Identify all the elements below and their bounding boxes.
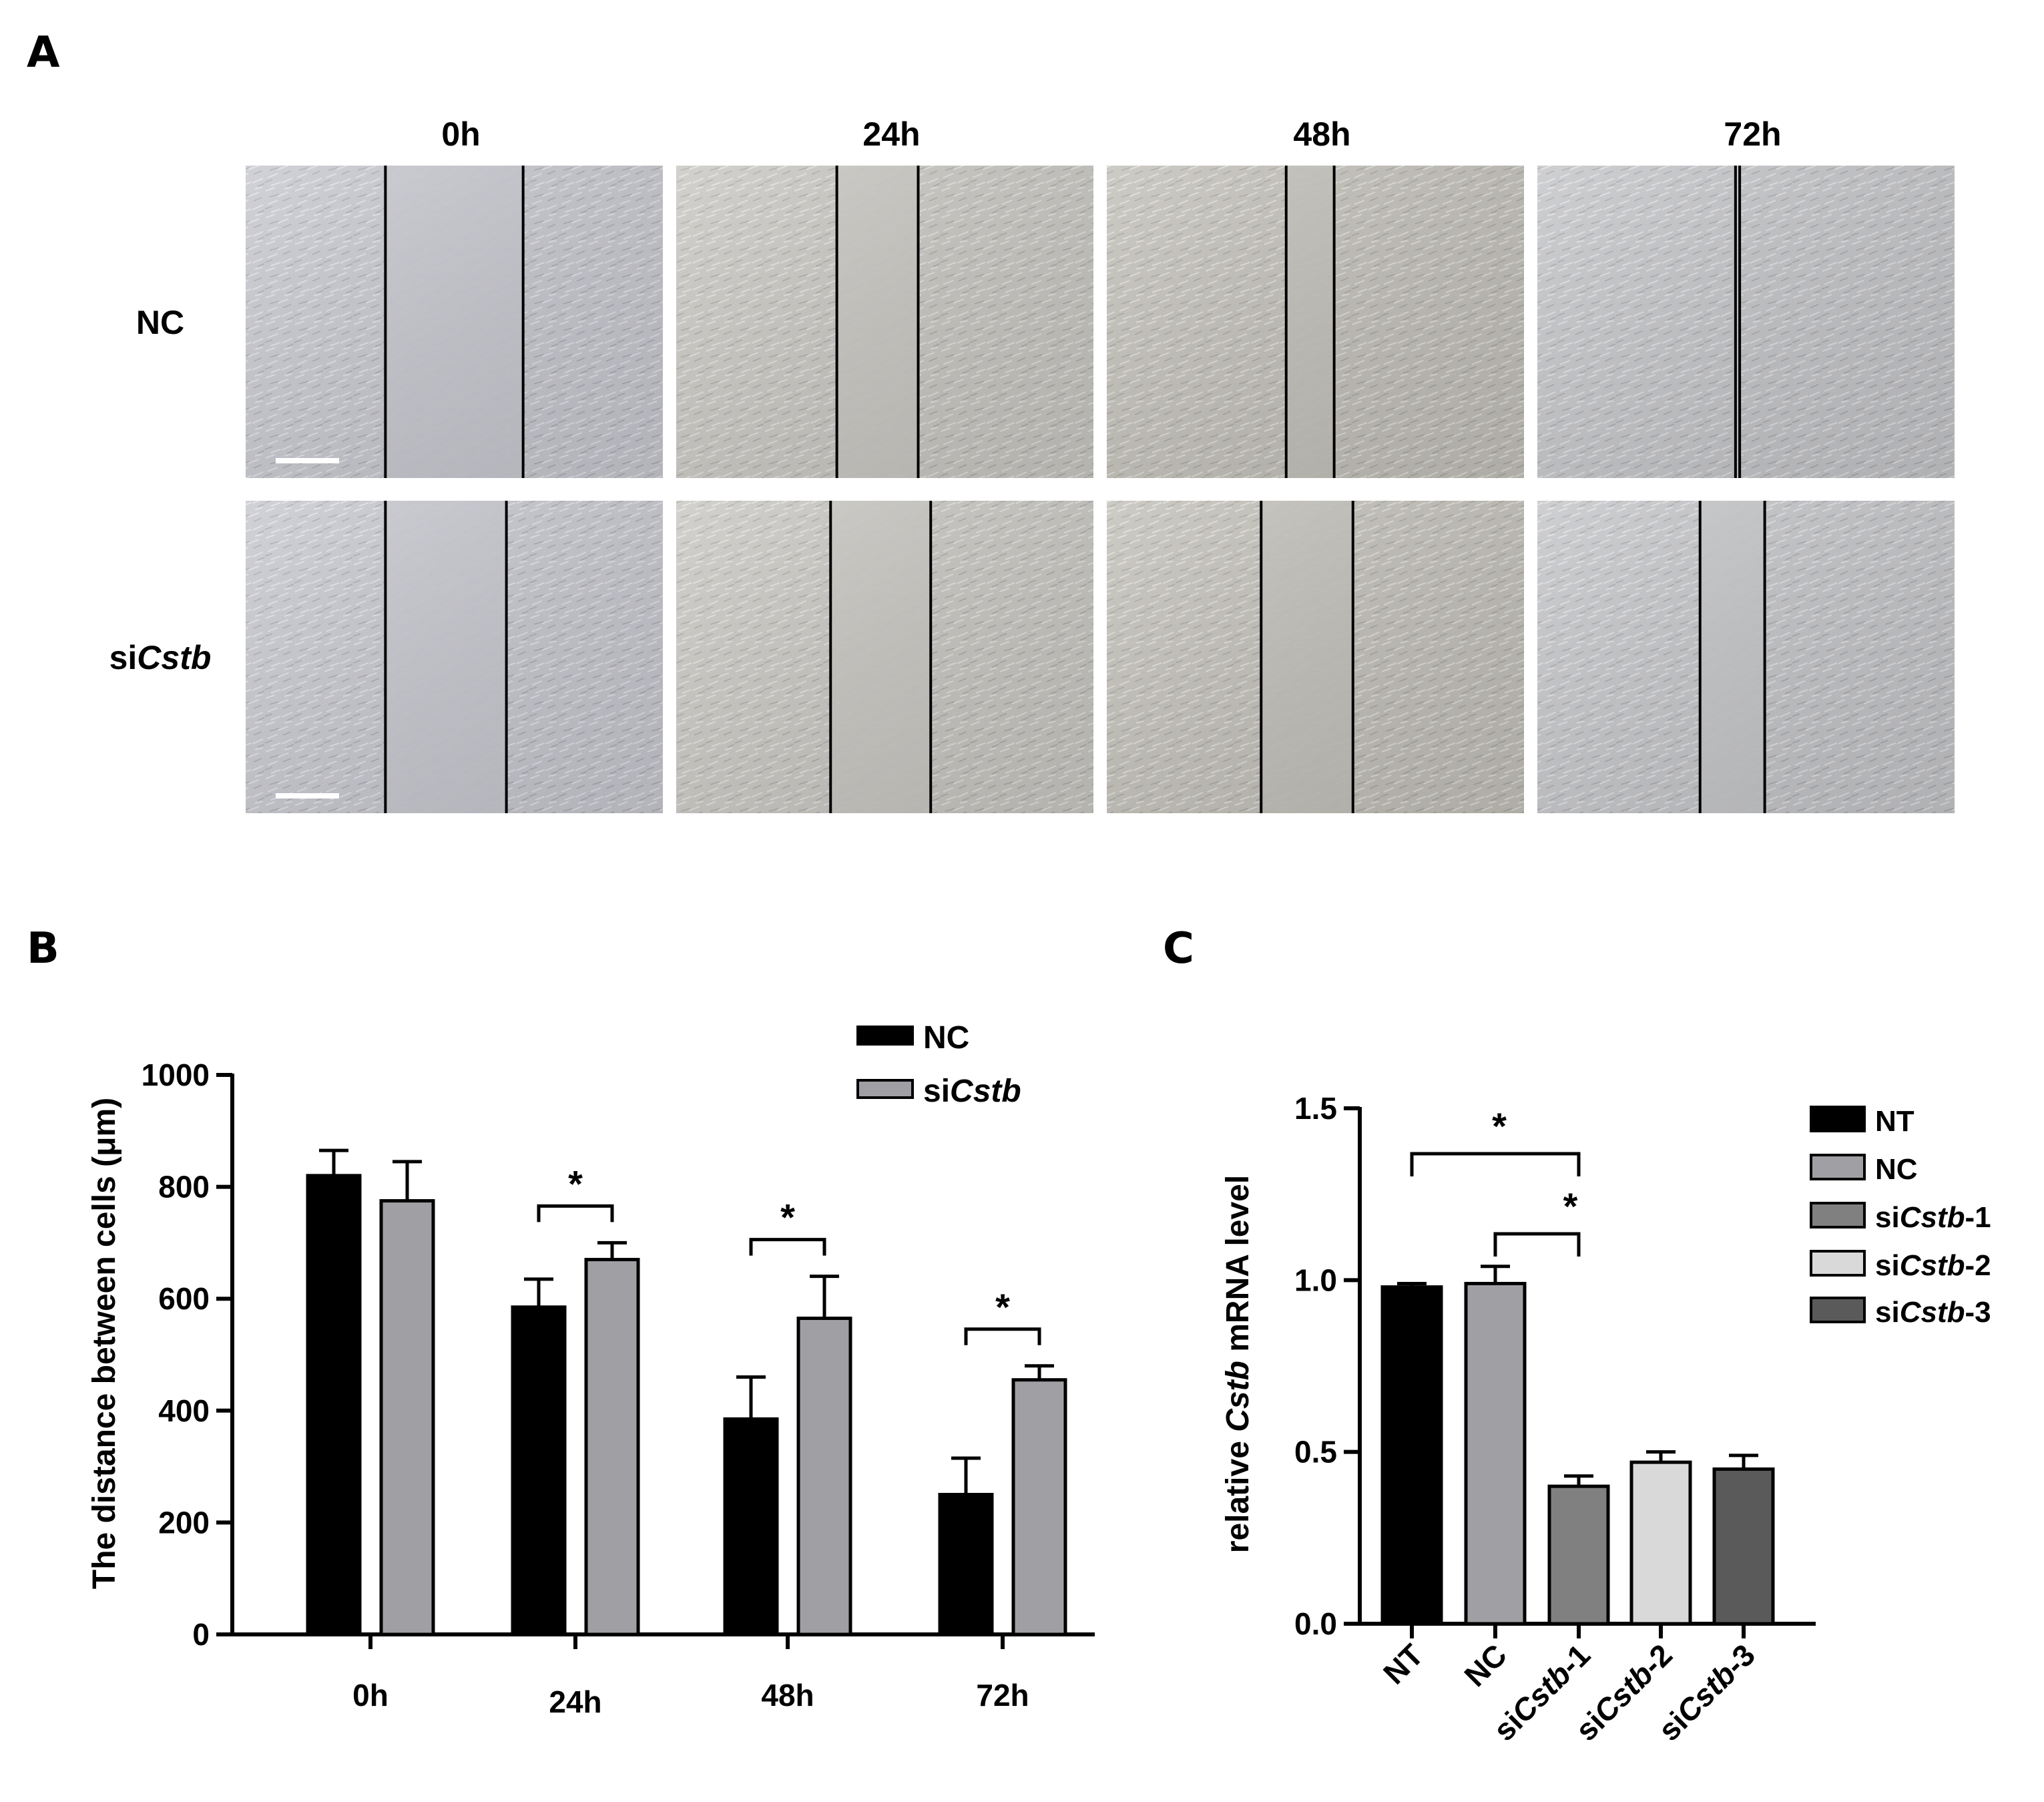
micrograph-0-24h <box>676 166 1093 478</box>
significance-star: * <box>1563 1185 1578 1227</box>
bar-NC-48h <box>723 1417 779 1636</box>
y-tick-label: 1000 <box>142 1058 210 1092</box>
significance-star: * <box>568 1162 583 1204</box>
x-tick-label-NC: NC <box>1457 1637 1513 1693</box>
bar-siCstb-1 <box>1547 1484 1610 1626</box>
panel-c-letter: C <box>1163 924 1194 973</box>
x-tick-label-24h: 24h <box>549 1684 601 1719</box>
bar-NC-0h <box>306 1174 362 1636</box>
micrograph-1-0h <box>246 501 663 813</box>
legend-swatch-sicstb-2 <box>1810 1250 1866 1277</box>
significance-star: * <box>995 1286 1010 1328</box>
y-tick-label: 800 <box>158 1170 210 1204</box>
y-axis-title: relative Cstb mRNA level <box>1220 1175 1256 1553</box>
legend-swatch-sicstb-3 <box>1810 1297 1866 1323</box>
legend-label-sicstb: siCstb <box>923 1074 1021 1109</box>
bar-NC-72h <box>938 1493 994 1636</box>
significance-bracket-nt: * <box>1410 1105 1581 1176</box>
legend-swatch-sicstb-1 <box>1810 1202 1866 1228</box>
micrograph-shading <box>676 501 1093 813</box>
x-tick-label-72h: 72h <box>976 1678 1029 1713</box>
scale-bar <box>276 793 339 799</box>
panel-b-letter: B <box>27 924 59 973</box>
y-axis-title: The distance between cells (μm) <box>87 1098 122 1589</box>
time-label-72h: 72h <box>1724 116 1781 153</box>
bar-siCstb-0h <box>379 1199 435 1636</box>
micrograph-0-72h <box>1537 166 1955 478</box>
bar-siCstb-72h <box>1011 1378 1067 1636</box>
bracket-line <box>537 1204 614 1222</box>
y-tick-label: 600 <box>158 1281 210 1316</box>
micrograph-shading <box>1537 501 1955 813</box>
micrograph-shading <box>246 501 663 813</box>
panel-a-letter: A <box>27 28 60 77</box>
bracket-line <box>1410 1152 1581 1176</box>
time-label-24h: 24h <box>862 116 920 153</box>
y-tick-label: 1.5 <box>1294 1091 1337 1126</box>
bar-NT <box>1380 1285 1443 1626</box>
time-label-48h: 48h <box>1293 116 1350 153</box>
micrograph-0-48h <box>1107 166 1524 478</box>
micrograph-1-72h <box>1537 501 1955 813</box>
x-tick-label-0h: 0h <box>352 1678 389 1713</box>
legend-label-sicstb-3: siCstb-3 <box>1875 1296 1991 1329</box>
bar-siCstb-24h <box>584 1258 640 1636</box>
legend-swatch-nc <box>856 1026 914 1046</box>
y-tick-label: 400 <box>158 1393 210 1428</box>
scale-bar <box>276 458 339 463</box>
legend-swatch-nt <box>1810 1106 1866 1132</box>
x-tick-label-48h: 48h <box>761 1678 814 1713</box>
bracket-line <box>1493 1232 1581 1257</box>
significance-bracket-nc: * <box>1493 1185 1581 1257</box>
micrograph-shading <box>676 166 1093 478</box>
bar-NC-24h <box>511 1305 567 1636</box>
micrograph-shading <box>1107 166 1524 478</box>
y-tick-label: 200 <box>158 1505 210 1540</box>
y-tick-label: 0.0 <box>1294 1606 1337 1641</box>
legend-label-sicstb-1: siCstb-1 <box>1875 1201 1991 1234</box>
y-tick-label: 0.5 <box>1294 1435 1337 1470</box>
bar-NC <box>1464 1281 1527 1626</box>
panel-a-micrographs: 0h 24h 48h 72h NC siCstb <box>109 116 1955 813</box>
legend-swatch-nc <box>1810 1154 1866 1180</box>
legend-label-nc: NC <box>923 1020 969 1056</box>
panel-c-chart: 0.0 0.5 1.0 1.5 NT NC siCstb-1 siCstb-2 siCstb-3… <box>1220 1091 1991 1747</box>
legend-label-nt: NT <box>1875 1105 1914 1138</box>
panel-b-chart: 0 200 400 600 800 1000 0h 24h 48h 72h The distance… <box>87 1020 1095 1719</box>
row-label-sicstb: siCstb <box>109 639 212 676</box>
bracket-line <box>964 1327 1041 1345</box>
significance-bracket-72h: * <box>964 1286 1041 1345</box>
significance-star: * <box>780 1196 795 1238</box>
bar-siCstb-48h <box>796 1317 852 1636</box>
micrograph-1-24h <box>676 501 1093 813</box>
micrograph-shading <box>246 166 663 478</box>
y-tick-label: 0 <box>192 1617 210 1652</box>
bar-siCstb-3 <box>1712 1467 1775 1626</box>
micrograph-1-48h <box>1107 501 1524 813</box>
significance-bracket-48h: * <box>749 1196 826 1256</box>
x-tick-label-NT: NT <box>1376 1637 1430 1691</box>
legend-label-sicstb-2: siCstb-2 <box>1875 1249 1991 1282</box>
micrograph-0-0h <box>246 166 663 478</box>
bar-siCstb-2 <box>1629 1460 1692 1626</box>
row-label-nc: NC <box>136 304 184 341</box>
legend-swatch-sicstb <box>856 1079 914 1099</box>
micrograph-shading <box>1107 501 1524 813</box>
significance-star: * <box>1492 1105 1507 1147</box>
legend-label-nc: NC <box>1875 1153 1918 1186</box>
micrograph-shading <box>1537 166 1955 478</box>
y-tick-label: 1.0 <box>1294 1263 1337 1297</box>
time-label-0h: 0h <box>441 116 480 153</box>
significance-bracket-24h: * <box>537 1162 614 1222</box>
bracket-line <box>749 1238 826 1256</box>
